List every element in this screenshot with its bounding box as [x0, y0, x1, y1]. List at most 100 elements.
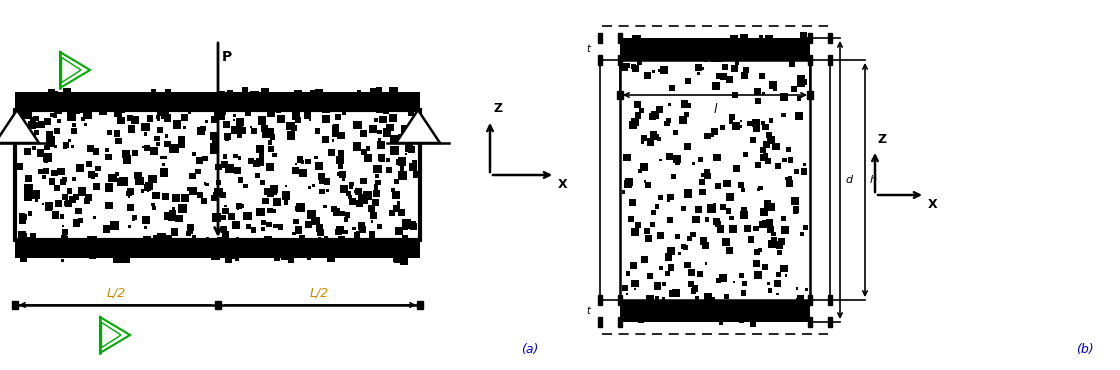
- Point: [226, 153, 244, 159]
- Point: [136, 97, 153, 103]
- Point: [265, 208, 283, 213]
- Point: [176, 114, 194, 120]
- Point: [721, 194, 739, 200]
- Point: [246, 239, 264, 245]
- Point: [118, 151, 136, 157]
- Point: [156, 155, 174, 161]
- Point: [13, 232, 31, 238]
- Point: [198, 236, 216, 242]
- Text: P: P: [222, 50, 232, 64]
- Point: [620, 44, 638, 50]
- Point: [277, 199, 295, 205]
- Point: [371, 223, 389, 229]
- Point: [706, 128, 724, 134]
- Point: [635, 135, 653, 141]
- Point: [753, 73, 771, 79]
- Point: [720, 77, 738, 83]
- Point: [371, 97, 389, 103]
- Point: [644, 210, 662, 216]
- Point: [240, 110, 258, 116]
- Point: [752, 185, 769, 191]
- Point: [251, 146, 269, 152]
- Point: [358, 192, 376, 198]
- Point: [177, 195, 195, 201]
- Bar: [620, 300, 810, 322]
- Point: [316, 137, 334, 142]
- Point: [192, 128, 209, 134]
- Point: [123, 126, 141, 132]
- Point: [118, 256, 136, 262]
- Point: [651, 136, 669, 142]
- Point: [399, 240, 417, 246]
- Point: [31, 150, 49, 156]
- Point: [373, 157, 391, 162]
- Point: [204, 144, 222, 149]
- Point: [352, 244, 370, 250]
- Point: [396, 234, 414, 240]
- Point: [678, 112, 696, 118]
- Point: [334, 211, 352, 216]
- Point: [749, 98, 767, 104]
- Point: [767, 144, 785, 149]
- Point: [633, 108, 651, 114]
- Point: [273, 245, 291, 251]
- Point: [360, 155, 377, 161]
- Point: [320, 245, 338, 250]
- Polygon shape: [62, 57, 81, 83]
- Point: [699, 304, 717, 310]
- Point: [769, 53, 787, 58]
- Point: [155, 162, 172, 168]
- Point: [289, 91, 307, 97]
- Point: [248, 101, 265, 107]
- Point: [137, 225, 155, 231]
- Point: [287, 219, 305, 225]
- Point: [77, 253, 95, 259]
- Point: [335, 110, 353, 116]
- Point: [47, 212, 65, 218]
- Point: [289, 206, 307, 212]
- Point: [265, 152, 283, 158]
- Point: [312, 174, 330, 179]
- Point: [143, 176, 161, 182]
- Point: [217, 249, 235, 255]
- Point: [151, 127, 169, 133]
- Point: [697, 243, 715, 249]
- Point: [205, 217, 223, 223]
- Point: [384, 187, 402, 193]
- Point: [121, 223, 139, 229]
- Point: [55, 223, 73, 229]
- Point: [43, 101, 60, 107]
- Point: [56, 194, 74, 200]
- Point: [787, 206, 805, 212]
- Point: [16, 112, 34, 118]
- Point: [791, 113, 809, 119]
- Point: [625, 36, 643, 41]
- Point: [343, 184, 361, 190]
- Point: [329, 171, 347, 177]
- Point: [648, 106, 666, 112]
- Point: [162, 215, 180, 221]
- Point: [326, 125, 344, 131]
- Point: [774, 112, 792, 118]
- Point: [101, 203, 119, 209]
- Point: [377, 130, 395, 135]
- Point: [348, 122, 366, 128]
- Point: [242, 249, 260, 255]
- Point: [41, 140, 59, 146]
- Point: [384, 115, 402, 121]
- Point: [348, 232, 366, 238]
- Point: [12, 121, 30, 127]
- Point: [615, 64, 633, 70]
- Text: d: d: [844, 175, 852, 185]
- Point: [727, 123, 745, 129]
- Point: [690, 206, 708, 212]
- Point: [691, 271, 709, 277]
- Point: [679, 143, 697, 149]
- Point: [396, 223, 414, 229]
- Point: [277, 184, 295, 189]
- Point: [648, 283, 666, 289]
- Point: [123, 103, 141, 109]
- Point: [56, 229, 74, 235]
- Point: [20, 175, 38, 181]
- Point: [262, 146, 280, 152]
